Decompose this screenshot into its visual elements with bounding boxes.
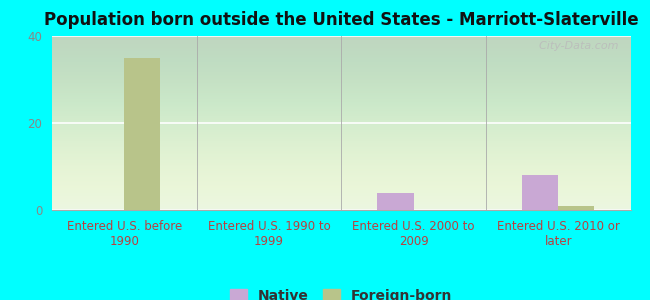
Bar	[558, 206, 594, 210]
Legend: Native, Foreign-born: Native, Foreign-born	[225, 283, 458, 300]
Title: Population born outside the United States - Marriott-Slaterville: Population born outside the United State…	[44, 11, 638, 29]
Bar	[124, 58, 161, 210]
Bar	[378, 193, 413, 210]
Bar	[522, 175, 558, 210]
Text: City-Data.com: City-Data.com	[532, 41, 619, 51]
